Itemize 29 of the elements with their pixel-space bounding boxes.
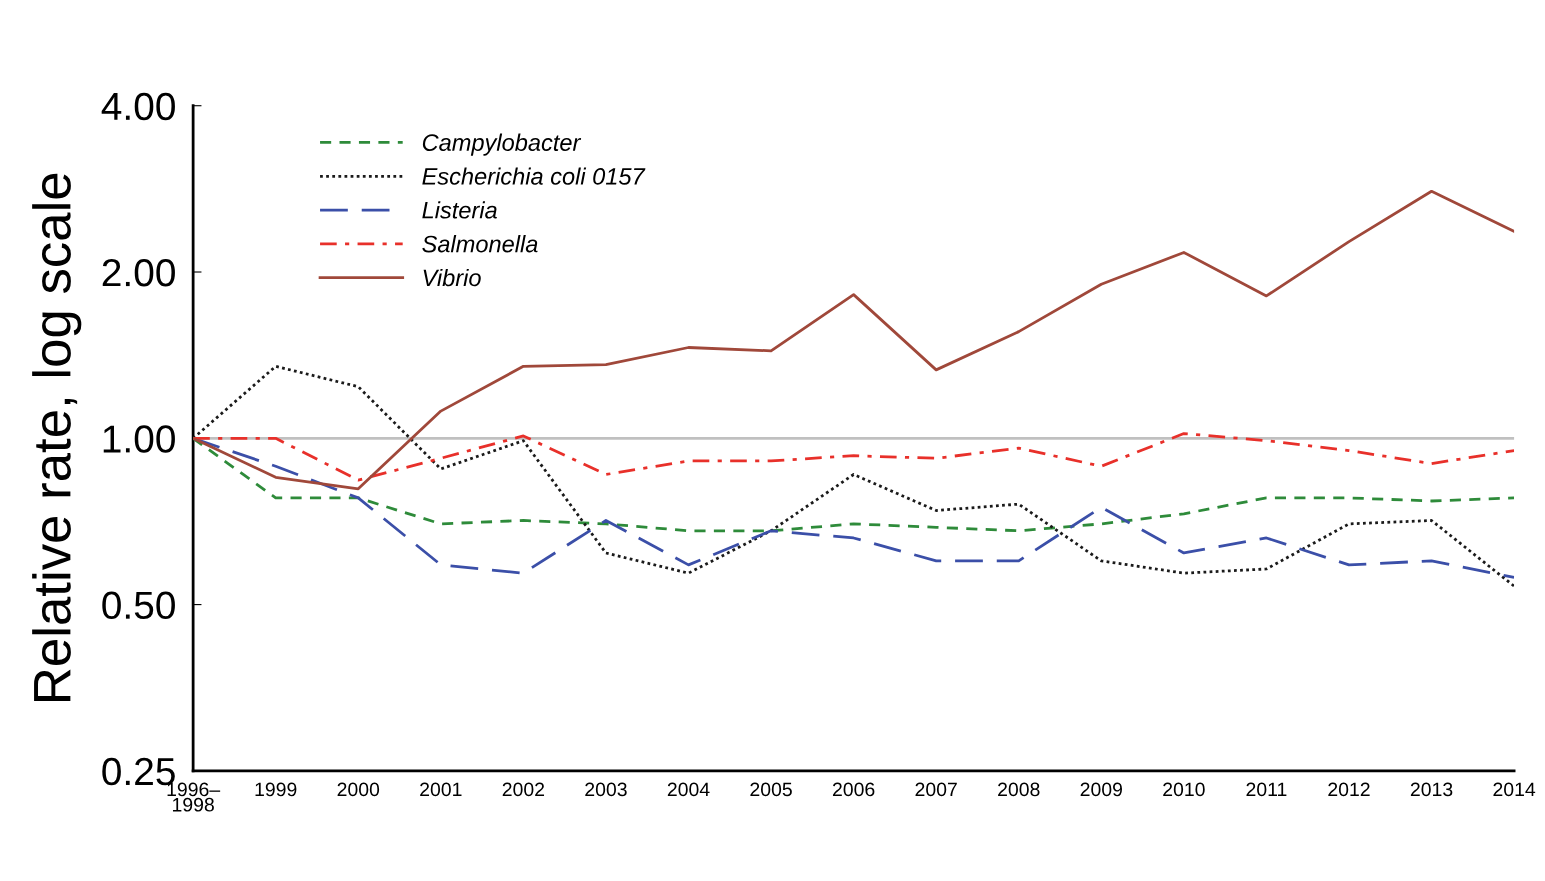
x-tick-label: 2010 [1163, 782, 1205, 797]
x-tick-label: 2013 [1410, 782, 1453, 797]
legend-label: Listeria [422, 201, 497, 219]
y-tick-label: 2.00 [102, 258, 175, 287]
y-tick-label: 0.50 [102, 591, 175, 620]
line-series [193, 189, 1515, 491]
legend-label: Vibrio [423, 268, 481, 287]
x-tick-label: 2002 [502, 782, 545, 797]
x-tick-label: 2012 [1328, 782, 1370, 797]
x-tick-label: 2000 [337, 782, 380, 797]
x-tick-label: 2011 [1246, 782, 1287, 797]
x-tick-label: 2004 [667, 782, 710, 797]
x-tick-label: 2003 [585, 782, 627, 797]
line-series [193, 432, 1515, 482]
legend-label: Campylobacter [422, 133, 582, 156]
y-tick-label: 1.00 [103, 425, 175, 453]
x-tick-label: 2014 [1493, 782, 1536, 797]
x-tick-label: 1999 [255, 782, 297, 797]
y-tick-label: 4.00 [101, 92, 175, 121]
y-axis-title: Relative rate, log scale [32, 173, 82, 701]
x-tick-label: 2007 [915, 782, 957, 797]
x-tick-label: 2005 [750, 782, 792, 797]
x-tick-label: 2001 [420, 782, 462, 797]
legend-label: Escherichia coli 0157 [422, 167, 646, 185]
x-tick-label: 2006 [832, 782, 875, 797]
x-tick-label: 2008 [998, 782, 1040, 797]
legend-label: Salmonella [422, 235, 538, 253]
x-tick-label: 2009 [1080, 782, 1122, 797]
line-series [193, 364, 1515, 588]
